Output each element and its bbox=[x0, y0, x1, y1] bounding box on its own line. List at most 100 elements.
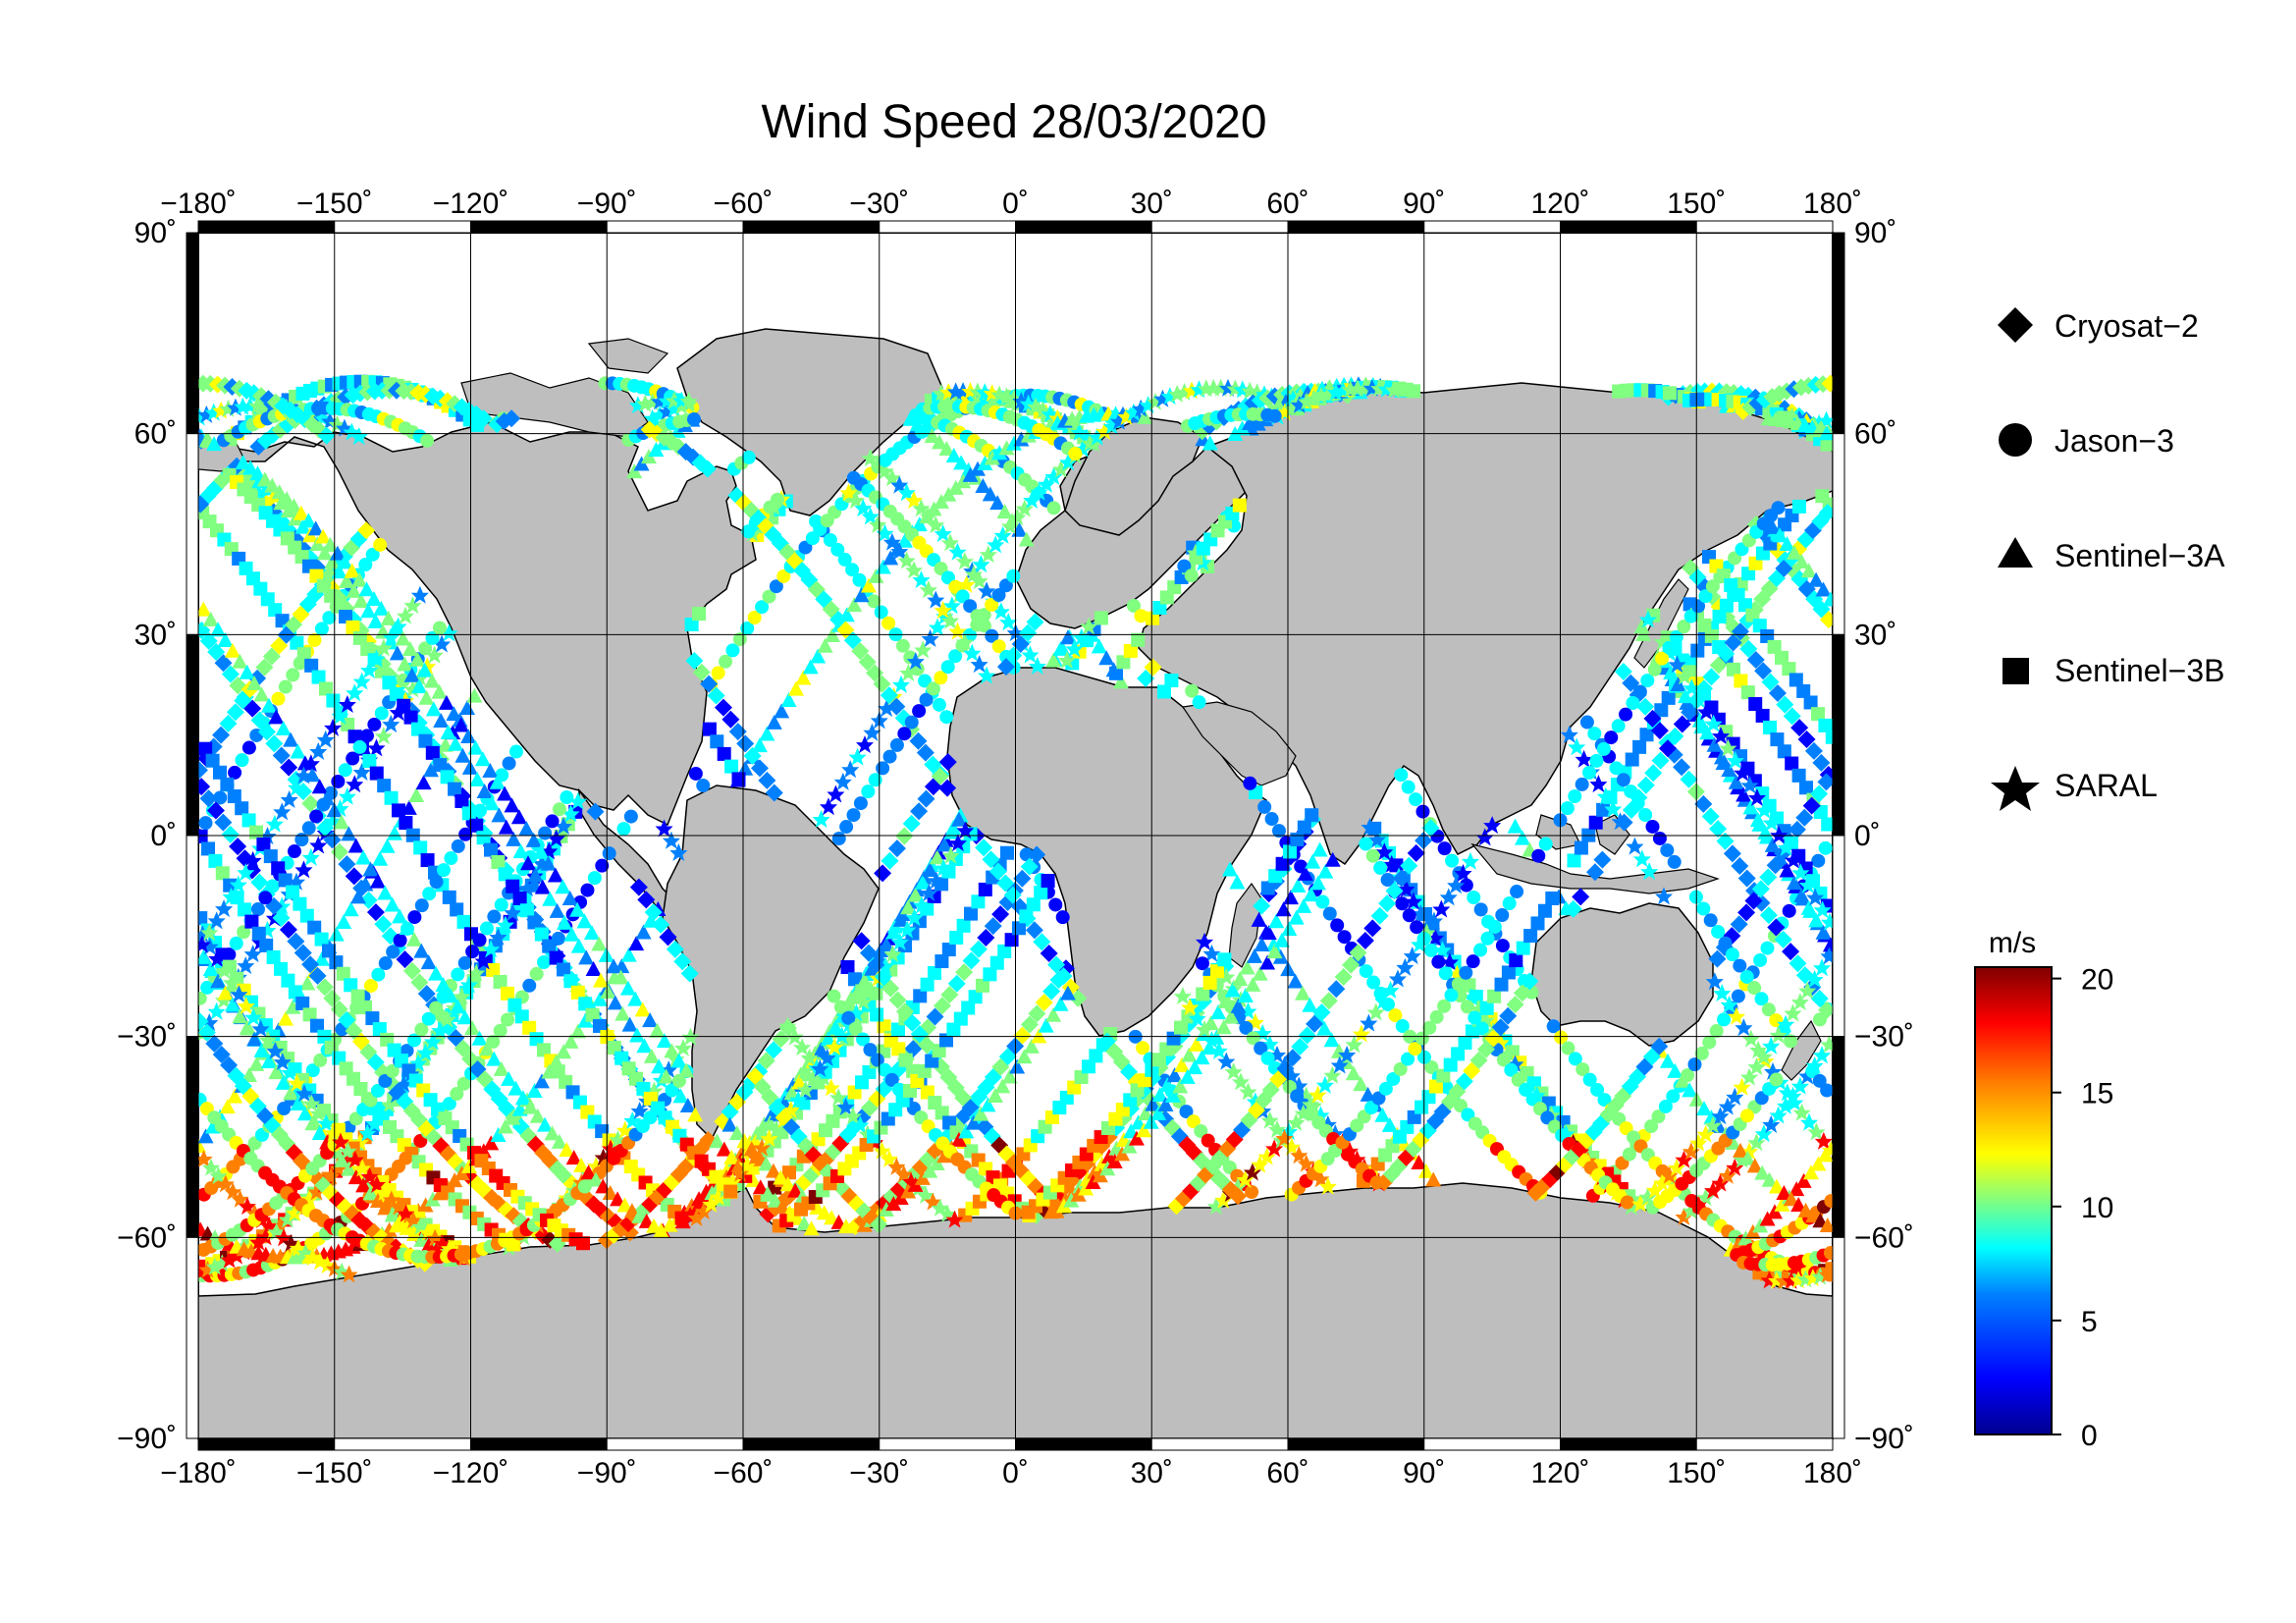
track-point bbox=[685, 652, 704, 671]
track-point bbox=[634, 1001, 651, 1017]
track-point bbox=[1210, 1004, 1227, 1020]
track-point bbox=[750, 759, 769, 778]
track-point bbox=[305, 1063, 320, 1078]
track-point bbox=[980, 1097, 996, 1112]
track-point bbox=[1604, 799, 1623, 818]
track-point bbox=[885, 924, 902, 940]
track-point bbox=[591, 936, 608, 951]
track-point bbox=[876, 523, 894, 542]
track-point bbox=[1731, 989, 1745, 1003]
track-point bbox=[1788, 820, 1806, 839]
track-point bbox=[536, 1043, 551, 1057]
track-point bbox=[374, 727, 393, 745]
track-point bbox=[1206, 1197, 1225, 1216]
track-point bbox=[456, 1076, 471, 1091]
track-point bbox=[1428, 1079, 1443, 1094]
track-point bbox=[263, 849, 278, 864]
track-point bbox=[369, 873, 386, 889]
track-point bbox=[271, 484, 288, 500]
track-point bbox=[374, 638, 393, 657]
track-point bbox=[1579, 715, 1594, 730]
track-point bbox=[998, 1048, 1017, 1066]
track-point bbox=[367, 649, 386, 668]
track-point bbox=[707, 686, 725, 705]
track-point bbox=[299, 908, 314, 923]
frame-bar-bottom bbox=[606, 1437, 744, 1451]
track-point bbox=[1011, 634, 1030, 653]
track-point bbox=[446, 706, 462, 722]
track-point bbox=[525, 832, 542, 847]
track-point bbox=[294, 860, 313, 879]
track-point bbox=[1157, 1097, 1174, 1112]
track-point bbox=[1554, 1030, 1569, 1045]
track-point bbox=[1194, 1050, 1210, 1065]
track-point bbox=[1647, 662, 1662, 676]
track-point bbox=[1800, 899, 1817, 915]
track-point bbox=[890, 933, 909, 951]
track-point bbox=[1243, 1163, 1261, 1181]
frame-bar-right bbox=[1832, 232, 1845, 435]
track-point bbox=[315, 978, 334, 997]
track-point bbox=[1662, 386, 1677, 401]
track-point bbox=[1181, 998, 1200, 1016]
track-point bbox=[928, 965, 942, 980]
track-point bbox=[358, 581, 375, 597]
track-point bbox=[471, 1030, 488, 1046]
track-point bbox=[433, 713, 450, 729]
track-point bbox=[331, 564, 347, 579]
track-point bbox=[467, 963, 486, 982]
track-point bbox=[279, 491, 295, 507]
track-point bbox=[451, 967, 465, 982]
track-point bbox=[573, 1157, 590, 1172]
track-point bbox=[887, 697, 906, 716]
track-point bbox=[965, 1114, 982, 1130]
track-point bbox=[679, 1097, 696, 1112]
track-point bbox=[542, 891, 559, 906]
track-point bbox=[249, 465, 266, 481]
track-point bbox=[210, 622, 227, 637]
track-point bbox=[1019, 623, 1038, 642]
track-point bbox=[1525, 1092, 1540, 1107]
track-point bbox=[1074, 1070, 1089, 1085]
track-point bbox=[831, 832, 846, 846]
track-point bbox=[1640, 674, 1655, 688]
track-point bbox=[438, 694, 454, 710]
track-point bbox=[222, 973, 240, 992]
track-point bbox=[522, 978, 537, 993]
track-point bbox=[752, 1179, 769, 1195]
track-point bbox=[1749, 812, 1766, 828]
track-point bbox=[387, 1043, 401, 1057]
track-point bbox=[1223, 1008, 1240, 1024]
track-point bbox=[751, 737, 768, 753]
track-point bbox=[1467, 891, 1481, 905]
track-point bbox=[1003, 886, 1022, 904]
track-point bbox=[198, 991, 207, 1005]
lon-tick-label-bottom: −30˚ bbox=[849, 1457, 909, 1489]
track-point bbox=[487, 909, 502, 924]
track-point bbox=[314, 932, 329, 947]
track-point bbox=[903, 1013, 922, 1032]
track-point bbox=[490, 1127, 507, 1143]
track-point bbox=[1820, 912, 1833, 931]
track-point bbox=[757, 1052, 775, 1070]
track-point bbox=[1747, 981, 1762, 996]
track-point bbox=[1735, 786, 1752, 802]
track-point bbox=[1201, 1133, 1215, 1148]
track-point bbox=[1151, 1087, 1168, 1103]
track-point bbox=[1582, 765, 1597, 780]
track-point bbox=[257, 723, 276, 741]
track-point bbox=[1531, 848, 1546, 863]
track-point bbox=[217, 632, 234, 648]
frame-bar-left bbox=[186, 433, 199, 635]
track-point bbox=[1229, 874, 1246, 890]
track-point bbox=[585, 961, 602, 977]
diamond-icon bbox=[1998, 307, 2033, 343]
frame-bar-bottom bbox=[334, 1437, 471, 1451]
track-point bbox=[221, 665, 240, 683]
track-point bbox=[198, 935, 211, 953]
track-point bbox=[198, 1023, 216, 1042]
track-point bbox=[789, 1090, 808, 1109]
track-point bbox=[1384, 380, 1403, 399]
track-point bbox=[1753, 590, 1772, 609]
